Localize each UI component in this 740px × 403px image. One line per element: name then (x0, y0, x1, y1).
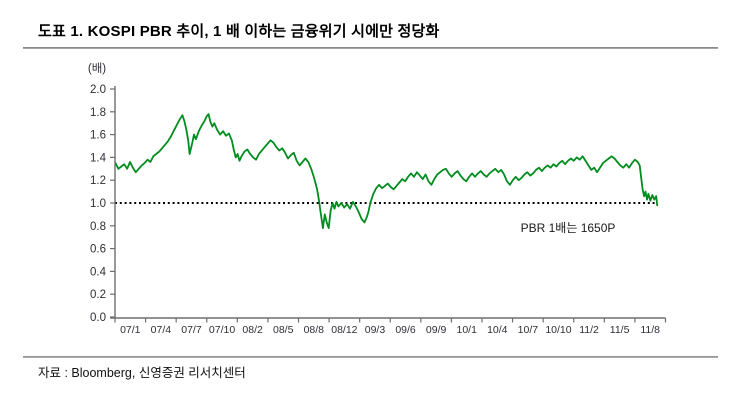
figure-title: 도표 1. KOSPI PBR 추이, 1 배 이하는 금융위기 시에만 정당화 (38, 23, 440, 40)
x-tick-label: 07/4 (151, 324, 172, 336)
y-tick-label: 1.6 (90, 130, 106, 142)
y-tick-label: 2.0 (90, 84, 106, 96)
y-axis-unit-label: (배) (88, 62, 106, 75)
x-tick-label: 10/1 (456, 324, 477, 336)
x-tick-label: 08/12 (331, 324, 357, 336)
x-tick-label: 11/8 (640, 324, 660, 336)
title-underline-rule (23, 47, 718, 49)
reference-line-annotation: PBR 1배는 1650P (521, 221, 616, 235)
x-tick-label: 08/5 (273, 324, 294, 336)
y-tick-label: 0.0 (90, 312, 106, 324)
x-tick-label: 09/3 (365, 324, 386, 336)
x-tick-label: 10/4 (487, 324, 508, 336)
y-tick-label: 0.6 (90, 244, 106, 256)
x-tick-label: 08/8 (304, 324, 325, 336)
x-tick-label: 07/7 (181, 324, 202, 336)
x-tick-label: 10/7 (518, 324, 539, 336)
footer-top-rule (23, 356, 718, 358)
y-tick-label: 0.4 (90, 266, 107, 278)
y-tick-label: 1.2 (90, 175, 106, 187)
x-tick-label: 07/1 (120, 324, 141, 336)
source-attribution: 자료 : Bloomberg, 신영증권 리서치센터 (38, 366, 246, 380)
x-tick-label: 11/2 (579, 324, 599, 336)
x-tick-label: 10/10 (545, 324, 571, 336)
pbr-series-line (114, 113, 659, 230)
x-tick-label: 09/6 (395, 324, 416, 336)
x-tick-label: 09/9 (426, 324, 447, 336)
x-tick-label: 11/5 (610, 324, 630, 336)
x-tick-label: 08/2 (242, 324, 263, 336)
y-tick-label: 1.4 (90, 152, 107, 164)
y-tick-label: 0.2 (90, 289, 106, 301)
y-tick-label: 0.8 (90, 221, 106, 233)
y-tick-label: 1.8 (90, 107, 106, 119)
y-tick-label: 1.0 (90, 198, 106, 210)
x-tick-label: 07/10 (209, 324, 235, 336)
